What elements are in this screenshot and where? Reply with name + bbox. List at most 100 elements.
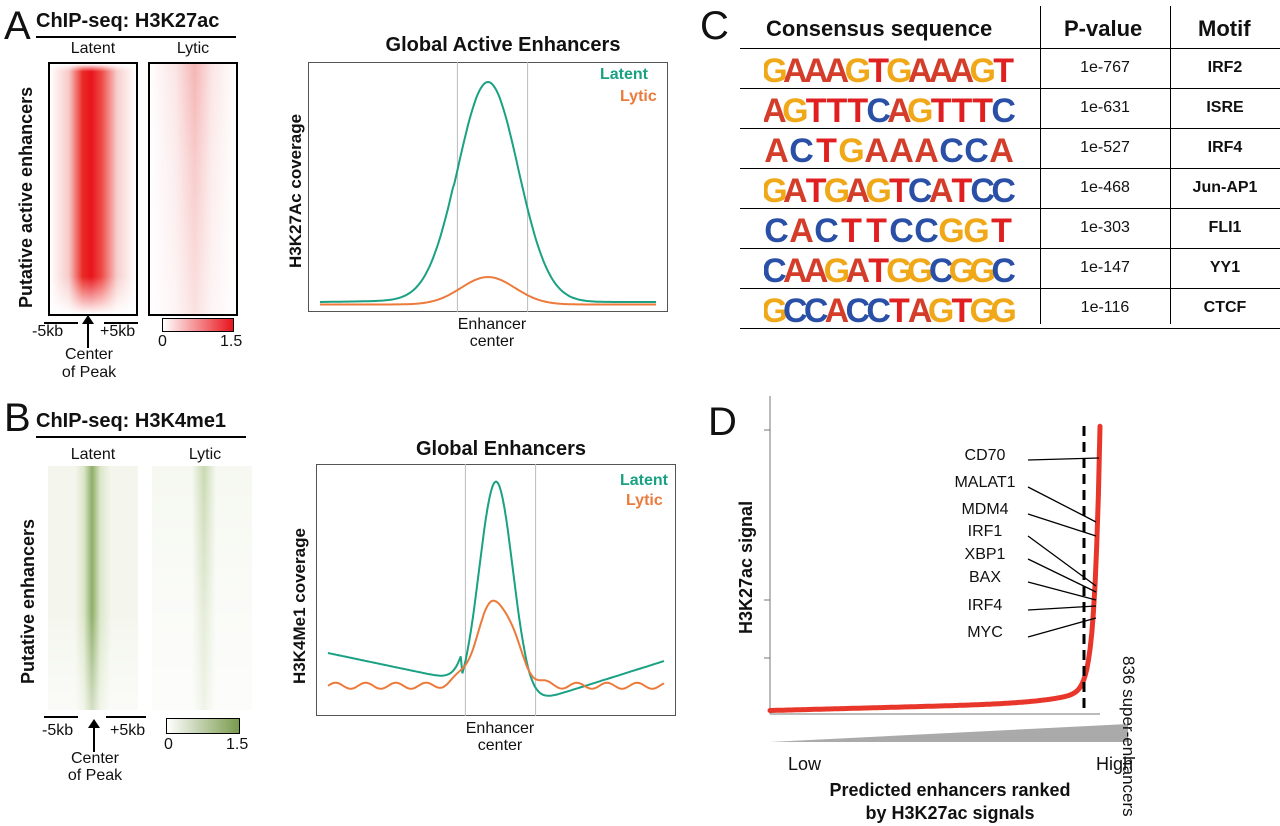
motif-name: Jun-AP1 (1192, 179, 1258, 196)
arrow-up-icon-a (82, 315, 94, 348)
logo-letter: A (864, 132, 889, 167)
logo-letter: G (782, 92, 808, 127)
logo-letter: C (970, 172, 995, 207)
motif-row: A C T G A A A C C A 1e-527 IRF4 (740, 129, 1280, 169)
gene-leader-line (1027, 617, 1097, 638)
scale-max-b: 1.5 (226, 736, 249, 753)
logo-letter: G (824, 172, 850, 207)
motif-pvalue: 1e-631 (1080, 99, 1130, 116)
panel-letter-d: D (708, 400, 737, 444)
logo-letter: G (865, 172, 891, 207)
sequence-logo: C A C T T C C GG T (764, 212, 1012, 247)
motif-pvalue: 1e-147 (1080, 259, 1130, 276)
panel-letter-b: B (4, 396, 31, 440)
logo-letter: T (889, 292, 910, 327)
arrow-up-icon-b (88, 719, 100, 752)
logo-letter: G (764, 52, 788, 87)
logo-letter: A (914, 132, 939, 167)
table-divider-2 (1170, 6, 1171, 324)
latent-profile-line (327, 480, 665, 697)
title-underline-b (36, 436, 246, 438)
heatmap-lytic-a (148, 62, 238, 316)
logo-letter: G (886, 52, 912, 87)
title-underline-a (36, 36, 236, 38)
logo-letter: A (804, 52, 829, 87)
logo-letter: C (783, 292, 808, 327)
coverage-plot-a (308, 62, 668, 312)
logo-letter: G (949, 252, 975, 287)
col-label-lytic-a: Lytic (176, 40, 210, 57)
gene-leader-line (1027, 535, 1097, 587)
gene-leader-line (1027, 558, 1097, 593)
gene-label: MYC (967, 624, 1003, 641)
motif-table-body: G A A A G T G A A A G T 1e-767 IRF2 A G T T T C A G T T T C 1e-631… (740, 49, 1280, 329)
logo-letter: A (783, 172, 808, 207)
logo-letter: G (886, 252, 912, 287)
gene-leader-line (1027, 581, 1097, 601)
logo-letter: A (804, 252, 829, 287)
table-divider-1 (1040, 6, 1041, 324)
motif-name: YY1 (1209, 259, 1241, 276)
logo-letter: T (991, 212, 1012, 247)
rank-gradient-wedge (770, 724, 1128, 742)
logo-letter: T (931, 92, 952, 127)
motif-pvalue: 1e-527 (1080, 139, 1130, 156)
center-label-a-2: of Peak (61, 364, 117, 381)
center-label-b-2: of Peak (67, 767, 123, 784)
left-tick-label-b: -5kb (42, 722, 74, 739)
gene-label: MDM4 (961, 501, 1009, 518)
motif-row: A G T T T C A G T T T C 1e-631 ISRE (740, 89, 1280, 129)
logo-letter: A (783, 252, 808, 287)
logo-letter: C (908, 172, 933, 207)
logo-letter: G (845, 52, 871, 87)
plot-title-a: Global Active Enhancers (385, 34, 621, 56)
logo-letter: T (993, 52, 1014, 87)
rank-low-label: Low (788, 754, 822, 774)
center-label-a-1: Center (64, 346, 114, 363)
gene-leader-line (1027, 457, 1100, 461)
heatmap-latent-a (48, 62, 138, 316)
logo-letter: C (866, 92, 891, 127)
panel-letter-c: C (700, 4, 729, 48)
logo-letter: T (806, 172, 827, 207)
logo-letter: T (841, 212, 862, 247)
header-consensus-sequence: Consensus sequence (766, 16, 993, 41)
super-enhancer-plot (764, 396, 1128, 742)
logo-letter: T (806, 92, 827, 127)
gene-label: BAX (968, 569, 1001, 586)
motif-pvalue: 1e-468 (1080, 179, 1130, 196)
logo-letter: C (939, 132, 964, 167)
logo-letter: G (907, 92, 933, 127)
motif-row: G A T G A G T C A T C C 1e-468 Jun-AP1 (740, 169, 1280, 209)
gene-label: MALAT1 (954, 474, 1016, 491)
gene-label: XBP1 (964, 546, 1006, 563)
logo-letter: T (952, 292, 973, 327)
gene-leader-line (1027, 605, 1097, 611)
logo-letter: G (928, 292, 954, 327)
logo-letter: C (804, 292, 829, 327)
heatmap-latent-b (48, 466, 138, 710)
logo-letter: C (991, 92, 1016, 127)
logo-letter: T (866, 212, 887, 247)
center-label-b-1: Center (70, 750, 120, 767)
logo-letter: G (963, 212, 989, 247)
motif-name: IRF4 (1207, 139, 1243, 156)
left-tick-label-a: -5kb (32, 323, 64, 340)
logo-letter: A (846, 172, 871, 207)
logo-letter: C (764, 252, 787, 287)
tick-right-a (104, 322, 138, 324)
logo-letter: G (969, 292, 995, 327)
logo-letter: G (938, 212, 964, 247)
logo-letter: A (783, 52, 808, 87)
logo-letter: G (969, 252, 995, 287)
logo-letter: G (764, 292, 788, 327)
logo-letter: C (846, 292, 871, 327)
logo-letter: C (889, 212, 914, 247)
header-motif: Motif (1198, 16, 1251, 41)
motif-row: G A A A G T G A A A G T 1e-767 IRF2 (740, 49, 1280, 89)
motif-name: IRF2 (1207, 59, 1243, 76)
motif-pvalue: 1e-303 (1080, 219, 1130, 236)
scale-min-b: 0 (164, 736, 173, 753)
